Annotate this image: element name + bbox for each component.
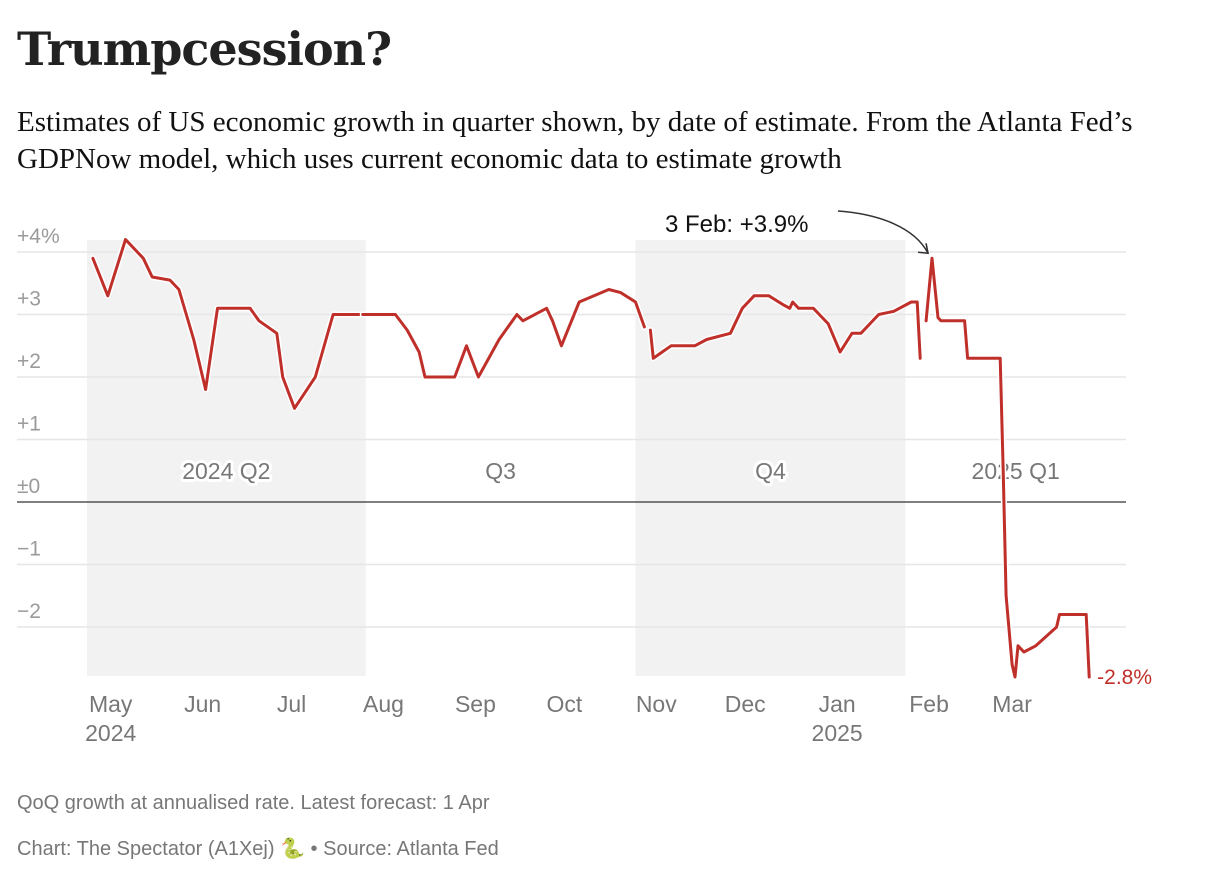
y-tick-label: ±0 xyxy=(17,475,40,498)
series-line-2024-q2 xyxy=(91,238,362,410)
y-tick-label: +1 xyxy=(17,413,41,436)
y-tick-label: −2 xyxy=(17,600,41,623)
x-tick-label: Jul xyxy=(277,691,306,717)
series-line-2024-q3 xyxy=(361,288,646,379)
arrowhead-icon xyxy=(917,243,930,255)
x-tick-label: Jun xyxy=(184,691,221,717)
x-tick-year-label: 2025 xyxy=(812,720,863,746)
x-tick-label: Mar xyxy=(992,691,1032,717)
y-tick-label: +3 xyxy=(17,288,41,311)
y-tick-label: +4% xyxy=(17,225,60,248)
series-line-2024-q4 xyxy=(648,294,922,360)
quarter-label: Q4 xyxy=(755,458,786,484)
y-tick-label: +2 xyxy=(17,350,41,373)
annotation-latest-label: -2.8% xyxy=(1097,666,1152,689)
quarter-labels: 2024 Q2 Q3 Q4 2025 Q1 xyxy=(179,455,1063,487)
x-tick-label: May xyxy=(89,691,133,717)
x-tick-label: Oct xyxy=(546,691,582,717)
source-credit: Chart: The Spectator (A1Xej) 🐍 • Source:… xyxy=(17,838,499,860)
x-tick-year-label: 2024 xyxy=(85,720,136,746)
y-axis-ticks: +4% +3 +2 +1 ±0 −1 −2 xyxy=(17,225,60,623)
x-tick-label: Dec xyxy=(725,691,766,717)
quarter-bands xyxy=(87,240,906,676)
x-tick-label: Sep xyxy=(455,691,496,717)
quarter-label: Q3 xyxy=(485,458,516,484)
series-line-2025-q1 xyxy=(924,256,1091,679)
x-tick-label: Feb xyxy=(909,691,949,717)
quarter-band xyxy=(87,240,366,676)
chart-subtitle: Estimates of US economic growth in quart… xyxy=(17,106,1133,175)
chart-title: Trumpcession? xyxy=(17,22,392,76)
x-tick-label: Nov xyxy=(636,691,677,717)
annotations: 3 Feb: +3.9% -2.8% xyxy=(665,210,1152,689)
annotation-peak-label: 3 Feb: +3.9% xyxy=(665,211,808,238)
quarter-band xyxy=(635,240,906,676)
y-tick-label: −1 xyxy=(17,538,41,561)
x-tick-label: Jan xyxy=(819,691,856,717)
x-tick-label: Aug xyxy=(363,691,404,717)
quarter-label: 2025 Q1 xyxy=(972,458,1060,484)
series-lines xyxy=(89,236,1093,680)
footnote: QoQ growth at annualised rate. Latest fo… xyxy=(17,792,490,814)
annotation-arrow xyxy=(837,210,929,254)
quarter-label: 2024 Q2 xyxy=(182,458,270,484)
x-axis-ticks: May 2024 Jun Jul Aug Sep Oct Nov Dec Jan 2025 Feb Ma… xyxy=(85,691,1032,746)
